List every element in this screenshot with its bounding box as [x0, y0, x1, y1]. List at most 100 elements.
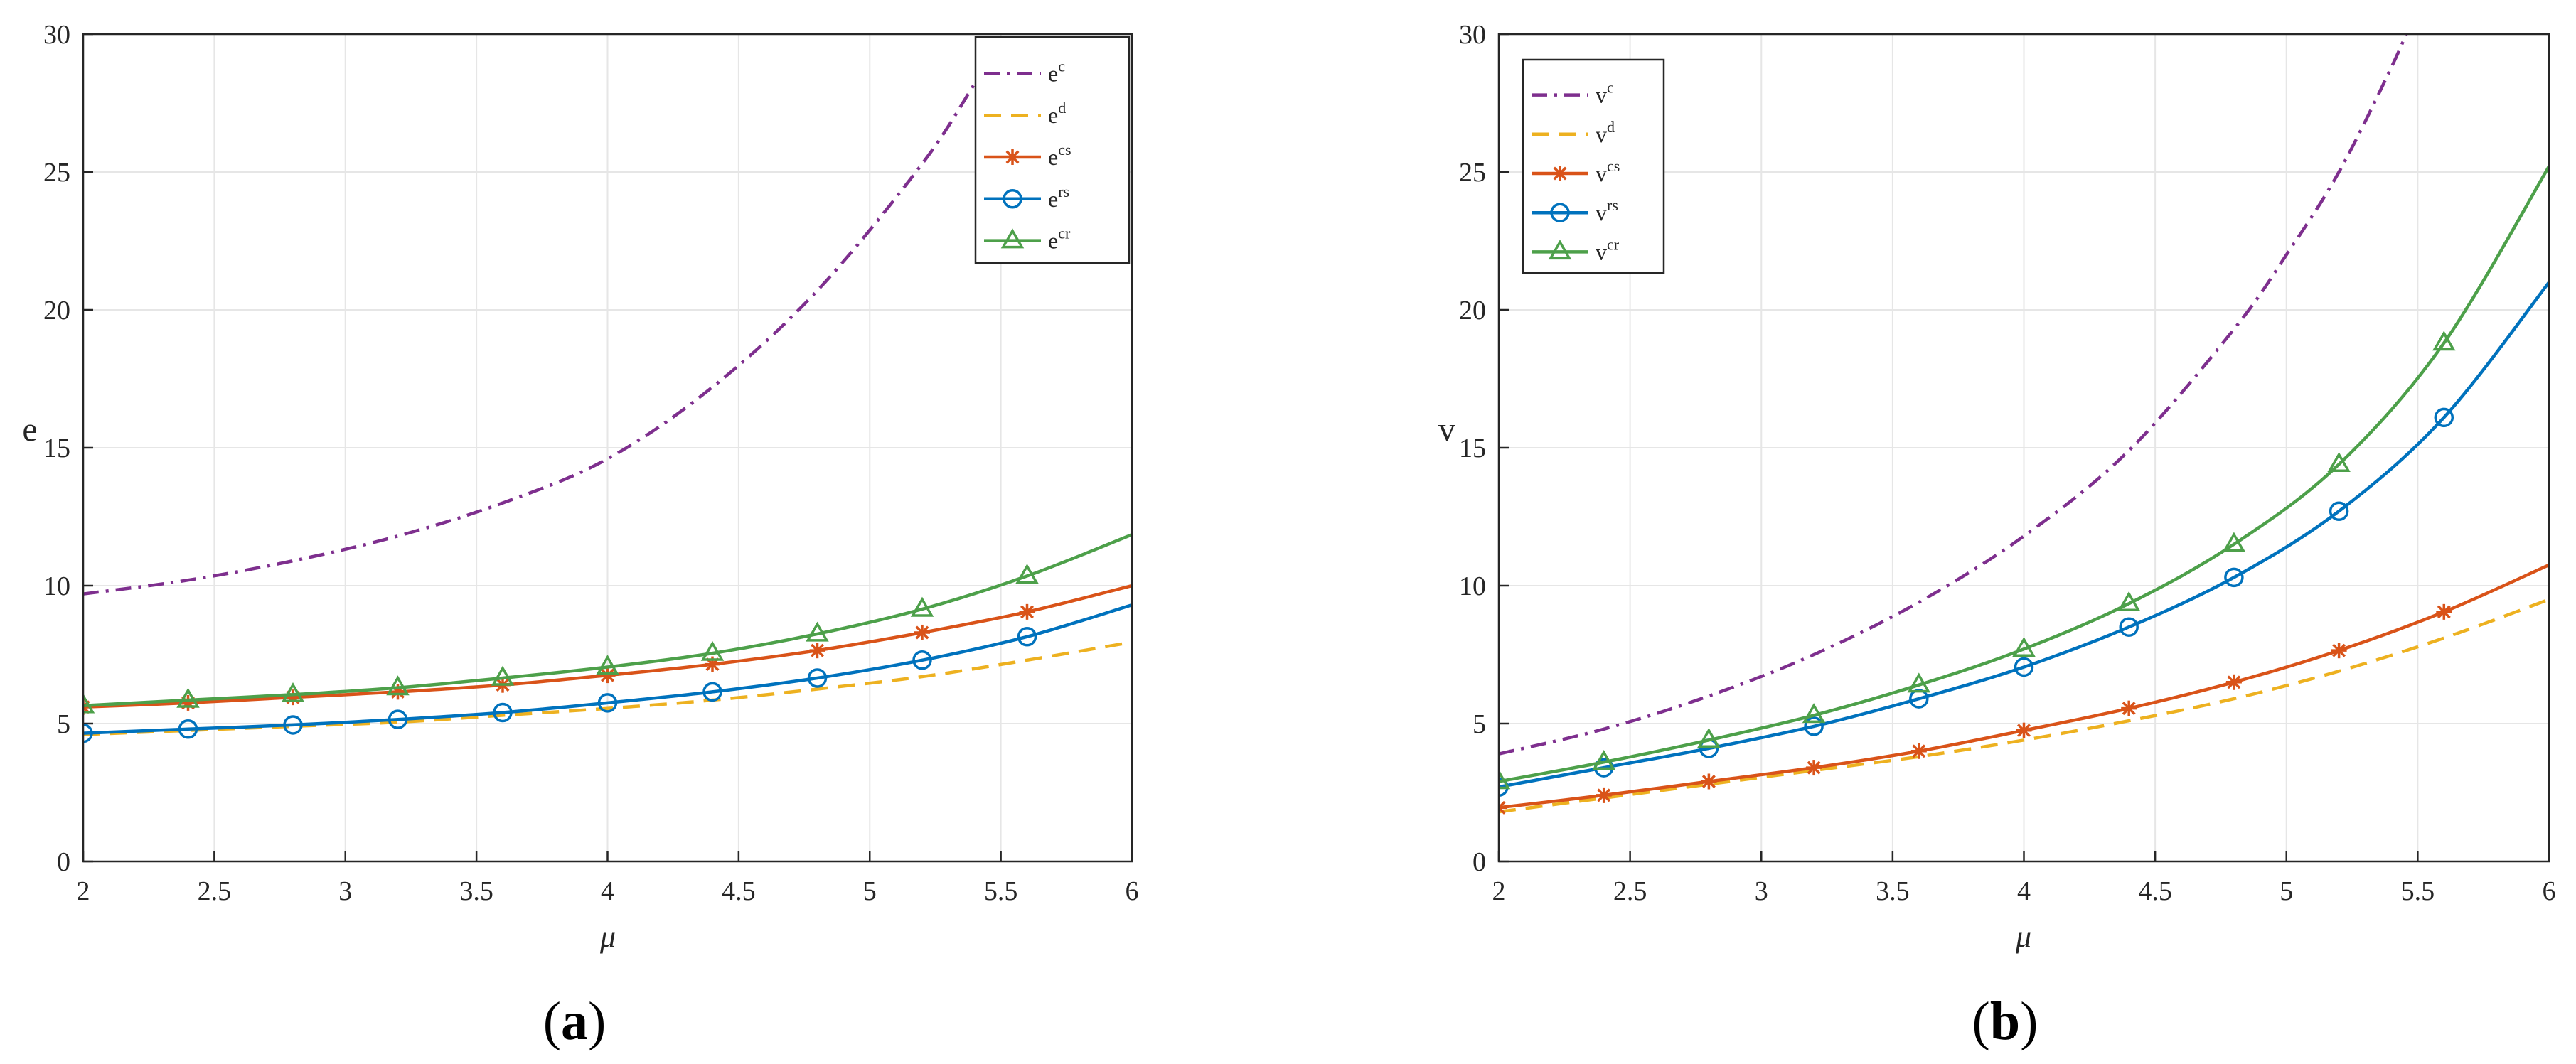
y-tick-label: 5 [57, 709, 70, 739]
data-point-e-cs [1019, 603, 1035, 620]
y-tick-labels: 0 5 10 15 20 25 30 [1459, 20, 1486, 877]
series-line-v-rs [1499, 281, 2549, 789]
data-point-v-cs [2225, 674, 2242, 690]
x-tick-label: 4.5 [2138, 876, 2172, 906]
data-point-v-cs [1701, 773, 1717, 790]
series-line-v-cr [1499, 166, 2549, 783]
axes-frame [1497, 33, 2550, 863]
data-point-e-rs [83, 723, 93, 743]
legend-entry-v-cs: vcs [1596, 157, 1620, 186]
y-tick-label: 20 [1459, 296, 1486, 326]
data-point-v-cs [1910, 743, 1927, 759]
data-point-e-rs [597, 693, 618, 713]
data-point-v-cr [1907, 672, 1931, 693]
data-point-v-cs [2121, 700, 2137, 716]
legend-entry-v-d: vd [1596, 118, 1615, 147]
x-tick-label: 6 [1126, 876, 1139, 906]
x-tick-label: 5 [2280, 876, 2293, 906]
data-point-v-cs [2331, 643, 2347, 659]
data-point-v-rs [2224, 567, 2244, 588]
data-point-v-cr [2012, 636, 2036, 657]
y-axis-label: e [22, 411, 37, 448]
data-point-v-cs [1499, 800, 1507, 816]
data-point-v-cr [2327, 451, 2351, 473]
legend-marker-e-rs [1003, 189, 1022, 209]
legend-marker-v-cs [1552, 166, 1568, 181]
data-point-v-cr [1802, 703, 1826, 724]
data-point-v-rs [2434, 407, 2454, 428]
panel-label-b: (b) [1972, 992, 2038, 1051]
x-tick-label: 2 [77, 876, 90, 906]
y-tick-label: 20 [43, 296, 70, 326]
legend-entry-e-cr: ecr [1048, 225, 1071, 254]
y-tick-labels: 0 5 10 15 20 25 30 [43, 20, 70, 877]
y-tick-label: 30 [43, 20, 70, 50]
data-point-v-cs [1596, 787, 1612, 803]
x-tick-labels: 2 2.5 3 3.5 4 4.5 5 5.5 6 [1492, 876, 2556, 906]
y-tick-label: 0 [1473, 847, 1486, 877]
data-point-e-cr [386, 675, 410, 696]
y-tick-label: 15 [1459, 434, 1486, 463]
data-point-v-cs [2436, 603, 2452, 620]
x-tick-label: 4 [601, 876, 614, 906]
data-point-v-rs [2119, 617, 2139, 637]
x-tick-label: 4.5 [722, 876, 756, 906]
data-point-e-cr [700, 640, 725, 661]
x-tick-label: 2 [1492, 876, 1506, 906]
x-tick-label: 2.5 [198, 876, 232, 906]
x-tick-label: 3 [338, 876, 352, 906]
x-tick-label: 5.5 [2401, 876, 2435, 906]
legend-entry-v-cr: vcr [1596, 235, 1620, 264]
data-point-e-rs [283, 715, 303, 735]
data-point-v-cs [1806, 760, 1822, 776]
data-point-e-cr [83, 693, 95, 714]
legend-marker-e-cr [1000, 228, 1025, 249]
data-point-v-rs [1804, 716, 1824, 736]
series-line-e-c [83, 34, 1008, 596]
legend-entry-e-c: ec [1048, 57, 1065, 86]
data-point-e-cr [491, 665, 515, 686]
series-line-e-cr [83, 533, 1132, 708]
legend-entry-v-c: vc [1596, 79, 1614, 108]
data-point-e-rs [912, 650, 932, 670]
data-point-e-rs [493, 702, 513, 723]
data-point-e-cr [596, 655, 619, 675]
legend-box [974, 36, 1131, 264]
legend-entry-e-d: ed [1048, 99, 1066, 128]
panel-label-a: (a) [543, 992, 606, 1051]
data-point-e-cs [914, 624, 930, 640]
x-tick-label: 3 [1755, 876, 1768, 906]
x-axis-label: μ [2015, 919, 2031, 954]
data-point-v-rs [2329, 501, 2349, 521]
series-line-v-c [1499, 34, 2408, 756]
data-point-v-cr [2222, 532, 2246, 552]
legend-box [1522, 58, 1665, 274]
legend: vc vd vcs vrs vcr [1522, 58, 1665, 274]
x-tick-label: 5 [863, 876, 877, 906]
axes-frame [82, 33, 1133, 863]
x-tick-label: 3.5 [459, 876, 493, 906]
series-line-v-d [1499, 598, 2549, 814]
y-tick-label: 10 [1459, 571, 1486, 601]
x-tick-label: 2.5 [1613, 876, 1647, 906]
data-point-e-rs [807, 668, 828, 688]
data-point-v-cr [2117, 591, 2141, 611]
legend-entry-v-rs: vrs [1596, 196, 1618, 225]
y-axis-label: v [1438, 411, 1455, 448]
data-point-e-cs [599, 667, 616, 684]
series-line-e-rs [83, 603, 1132, 735]
x-tick-label: 6 [2543, 876, 2556, 906]
x-tick-label: 3.5 [1876, 876, 1910, 906]
data-point-e-rs [702, 682, 722, 702]
data-point-e-cr [281, 682, 305, 703]
x-tick-label: 4 [2017, 876, 2031, 906]
data-point-e-cr [806, 621, 829, 642]
x-axis-label: μ [599, 919, 616, 954]
legend-marker-v-cr [1548, 240, 1572, 260]
data-point-e-cr [1015, 564, 1039, 584]
data-point-v-cr [1592, 750, 1615, 770]
y-tick-label: 25 [1459, 158, 1486, 188]
legend: ec ed ecs ers ecr [974, 36, 1131, 264]
